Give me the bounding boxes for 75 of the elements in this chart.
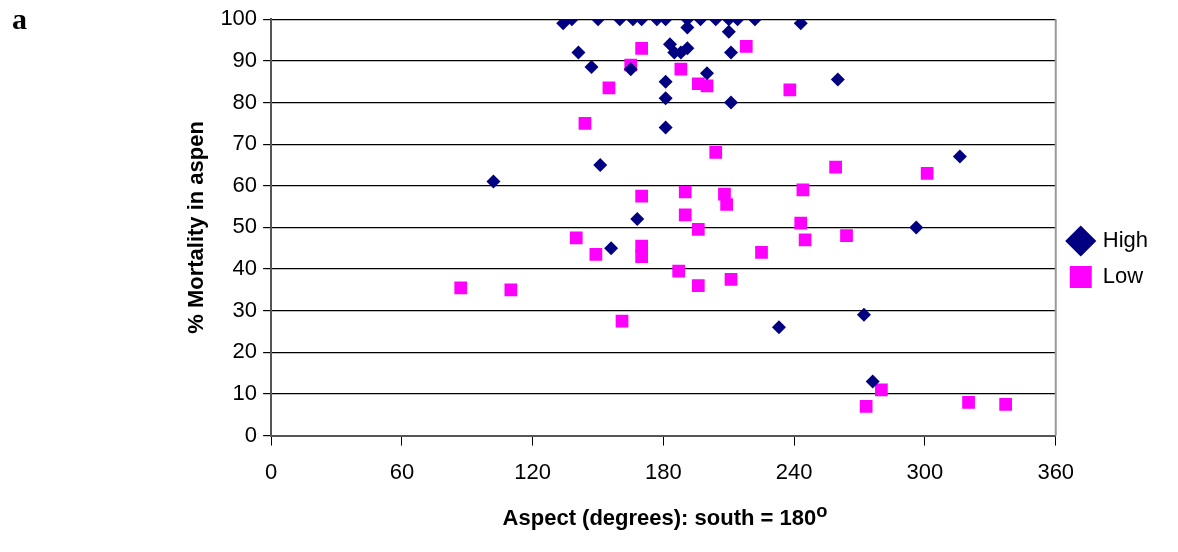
point [920, 166, 934, 180]
x-tick-label: 300 [906, 458, 944, 484]
point [755, 246, 768, 259]
point [569, 231, 583, 245]
point [454, 281, 468, 295]
point [662, 37, 677, 52]
point [794, 216, 808, 230]
point [678, 185, 692, 199]
x-tick-label: 60 [389, 458, 415, 484]
x-tick-label: 0 [264, 458, 278, 484]
point [630, 212, 645, 227]
y-axis-title: % Mortality in aspen [183, 121, 209, 334]
legend-label: Low [1102, 263, 1144, 289]
point [658, 74, 673, 89]
point [783, 83, 797, 97]
point [724, 95, 738, 110]
legend-label: High [1102, 227, 1148, 253]
point [486, 174, 501, 189]
point [691, 223, 705, 236]
point [952, 149, 967, 164]
point [672, 264, 686, 278]
point [584, 60, 599, 75]
point [635, 41, 648, 55]
point [709, 146, 723, 159]
y-tick-label: 80 [232, 88, 258, 114]
point [604, 241, 619, 256]
point [691, 279, 705, 293]
y-tick-label: 20 [232, 338, 258, 364]
point [865, 374, 880, 389]
x-tick-label: 240 [775, 458, 813, 484]
point [739, 39, 753, 53]
point [674, 62, 688, 76]
point [724, 273, 738, 286]
y-tick-label: 100 [220, 5, 258, 31]
y-tick-label: 0 [244, 421, 258, 447]
point [859, 400, 873, 413]
y-tick-label: 40 [232, 255, 258, 281]
point [856, 307, 871, 322]
point [840, 229, 853, 243]
point [589, 248, 603, 261]
y-tick-label: 70 [232, 130, 258, 156]
x-tick-label: 360 [1037, 458, 1075, 484]
point [504, 283, 518, 297]
point [962, 395, 975, 409]
point [771, 320, 786, 335]
point [724, 45, 738, 60]
y-tick-label: 10 [232, 380, 258, 406]
point [721, 24, 736, 39]
point [875, 383, 888, 397]
point [571, 45, 586, 60]
x-tick-label: 120 [514, 458, 552, 484]
point [578, 116, 592, 130]
x-tick-label: 180 [645, 458, 682, 484]
point [999, 398, 1012, 411]
point [829, 160, 842, 174]
y-tick-label: 50 [232, 213, 258, 239]
point [635, 250, 648, 263]
point [720, 198, 733, 211]
point [556, 19, 571, 31]
point [658, 120, 673, 135]
point [700, 79, 714, 93]
point [635, 189, 648, 203]
point [623, 62, 638, 77]
point [700, 66, 715, 81]
point [793, 19, 808, 31]
point [678, 208, 692, 222]
y-tick-label: 60 [232, 171, 258, 197]
point [593, 157, 608, 172]
text: a [12, 1, 27, 35]
x-axis-title: Aspect (degrees): south = 180$^{o}$ [501, 500, 829, 532]
y-tick-label: 30 [232, 296, 258, 322]
y-tick-label: 90 [232, 46, 258, 72]
point [658, 91, 673, 106]
point [909, 220, 924, 235]
point [830, 72, 845, 87]
